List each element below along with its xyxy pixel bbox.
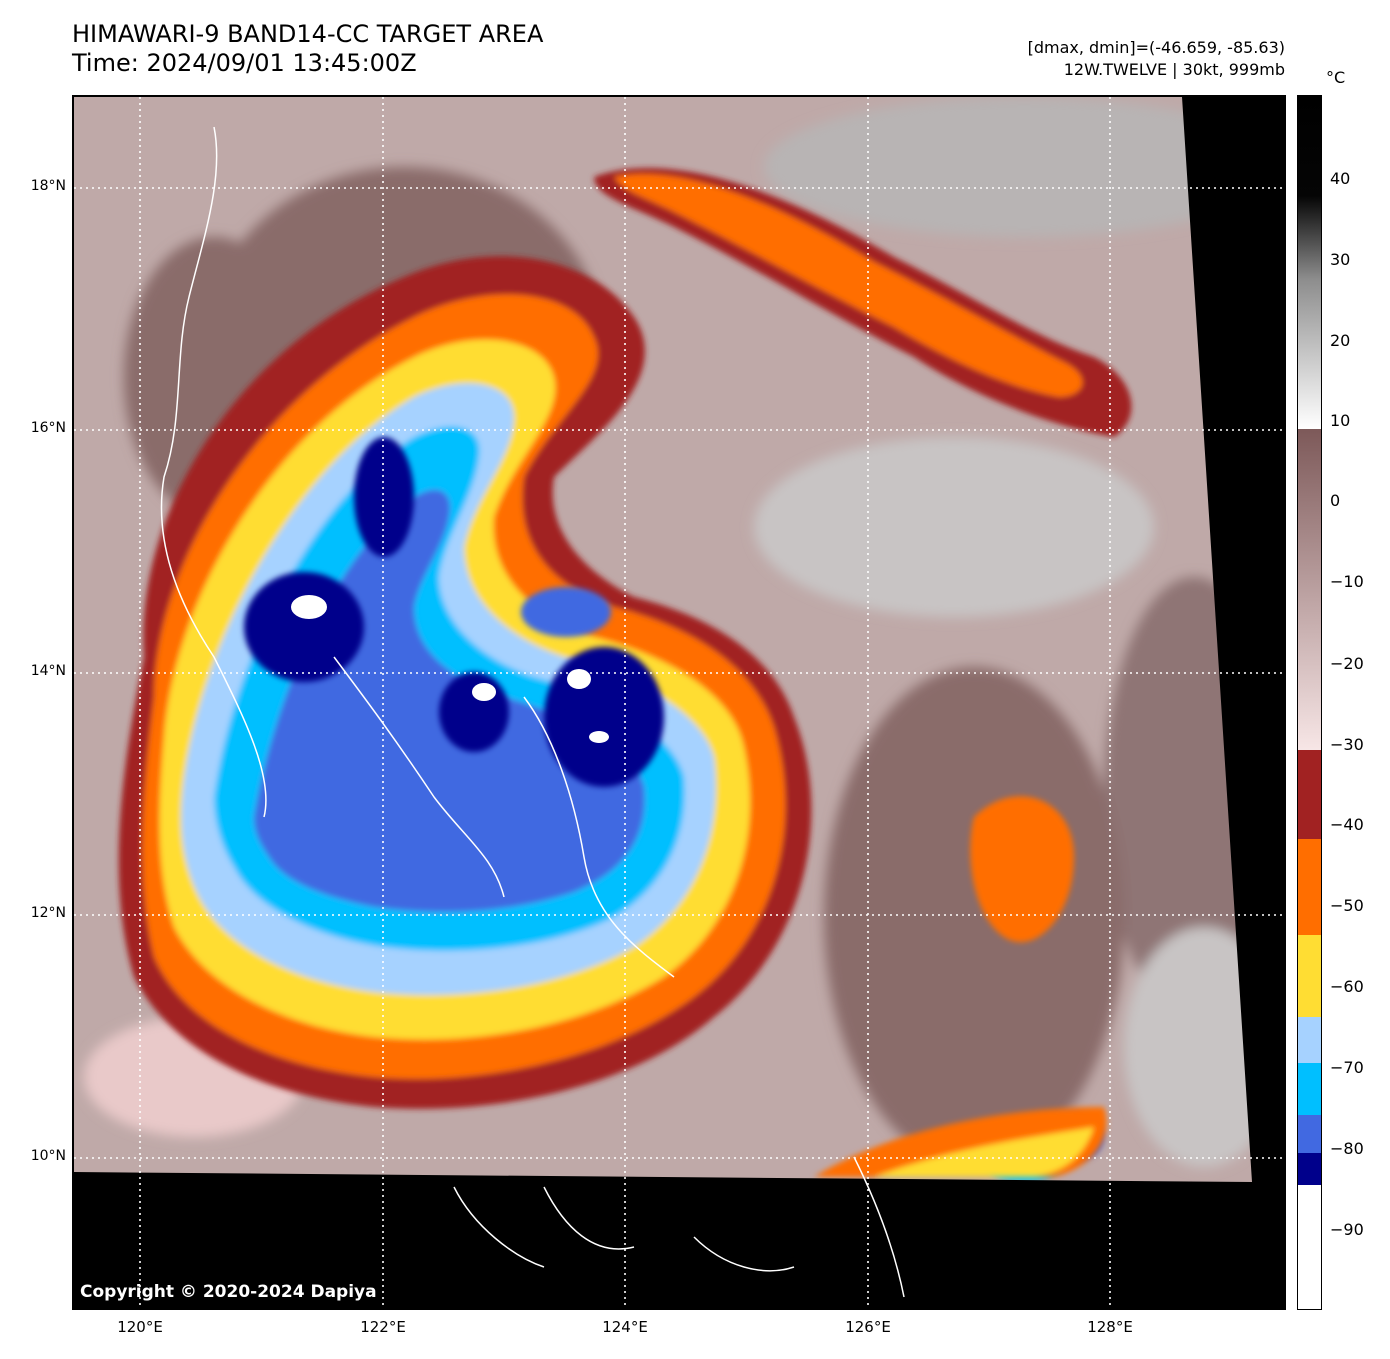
- lon-label-124e: 124°E: [602, 1318, 648, 1336]
- colorbar-tick-minus30: −30: [1330, 735, 1364, 754]
- no-data-area: [74, 97, 1284, 1308]
- title-line-2: Time: 2024/09/01 13:45:00Z: [72, 49, 417, 77]
- colorbar-tick-0: 0: [1330, 491, 1341, 510]
- satellite-map[interactable]: Copyright © 2020-2024 Dapiya: [72, 95, 1286, 1310]
- colorbar-tick-minus60: −60: [1330, 977, 1364, 996]
- colorbar-brown-red-segment: [1298, 750, 1321, 839]
- lon-label-122e: 122°E: [360, 1318, 406, 1336]
- colorbar-white-segment: [1298, 1185, 1321, 1309]
- colorbar-pink-segment: [1298, 429, 1321, 750]
- colorbar-tick-minus70: −70: [1330, 1058, 1364, 1077]
- colorbar-orange-segment: [1298, 839, 1321, 935]
- colorbar-tick-10: 10: [1330, 411, 1351, 430]
- satellite-imagery: [74, 97, 1284, 1308]
- lat-label-16n: 16°N: [30, 420, 66, 436]
- colorbar-royal-blue-segment: [1298, 1115, 1321, 1153]
- colorbar-tick-minus10: −10: [1330, 572, 1364, 591]
- lon-label-128e: 128°E: [1087, 1318, 1133, 1336]
- lat-label-18n: 18°N: [30, 178, 66, 194]
- colorbar-tick-40: 40: [1330, 169, 1351, 188]
- lat-label-10n: 10°N: [30, 1148, 66, 1164]
- lat-label-14n: 14°N: [30, 663, 66, 679]
- lat-label-12n: 12°N: [30, 905, 66, 921]
- colorbar-grey-segment: [1298, 96, 1321, 429]
- coastlines: [160, 126, 905, 1298]
- lon-label-126e: 126°E: [845, 1318, 891, 1336]
- colorbar-navy-segment: [1298, 1153, 1321, 1185]
- storm-info: 12W.TWELVE | 30kt, 999mb: [1063, 60, 1285, 79]
- colorbar-sky-blue-segment: [1298, 1063, 1321, 1115]
- storm-meta: [dmax, dmin]=(-46.659, -85.63) 12W.TWELV…: [1028, 37, 1285, 81]
- outer-rainband: [594, 168, 1132, 1177]
- colorbar-tick-minus50: −50: [1330, 896, 1364, 915]
- colorbar-gradient: [1298, 96, 1321, 1309]
- colorbar-light-blue-segment: [1298, 1017, 1321, 1063]
- colorbar-tick-minus90: −90: [1330, 1220, 1364, 1239]
- graticule: [74, 97, 1284, 1308]
- title-line-1: HIMAWARI-9 BAND14-CC TARGET AREA: [72, 20, 544, 48]
- dmax-dmin-readout: [dmax, dmin]=(-46.659, -85.63): [1027, 38, 1285, 57]
- coldest-spots: [291, 595, 609, 743]
- chart-title: HIMAWARI-9 BAND14-CC TARGET AREA Time: 2…: [72, 20, 543, 78]
- colorbar-tick-minus80: −80: [1330, 1139, 1364, 1158]
- lon-label-120e: 120°E: [117, 1318, 163, 1336]
- colorbar-tick-minus20: −20: [1330, 654, 1364, 673]
- copyright-notice: Copyright © 2020-2024 Dapiya: [80, 1282, 377, 1302]
- cold-cores: [244, 437, 1104, 1182]
- colorbar-unit: °C: [1326, 68, 1346, 87]
- colorbar-tick-20: 20: [1330, 331, 1351, 350]
- colorbar-tick-minus40: −40: [1330, 815, 1364, 834]
- colorbar-tick-30: 30: [1330, 250, 1351, 269]
- colorbar: [1297, 95, 1322, 1310]
- colorbar-gold-segment: [1298, 935, 1321, 1017]
